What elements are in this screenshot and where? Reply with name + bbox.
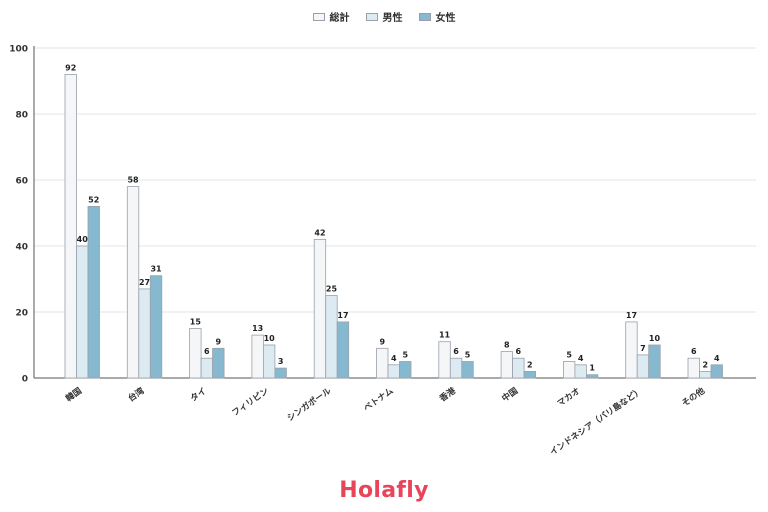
x-tick-label: ベトナム [362,386,396,414]
data-label: 4 [391,354,397,363]
legend-item-female: 女性 [418,9,456,24]
x-tick-label: マカオ [556,386,583,409]
bar [87,205,100,379]
data-label: 1 [589,364,595,373]
bar [212,347,225,379]
data-label: 31 [150,265,162,274]
data-label: 27 [139,278,150,287]
data-label: 17 [337,311,348,320]
bar [149,275,163,379]
y-tick-label: 100 [9,45,28,55]
holafly-logo: Holafly [0,478,768,503]
data-label: 9 [216,337,222,346]
bar [461,361,474,379]
legend-label-male: 男性 [382,13,403,24]
data-label: 8 [504,341,510,350]
bar [687,357,700,379]
x-tick-label: 香港 [437,385,458,405]
data-label: 6 [453,347,459,356]
x-tick-label: 中国 [500,385,520,404]
y-tick-label: 60 [15,177,28,187]
data-label: 13 [252,324,263,333]
y-tick-label: 0 [22,375,28,385]
x-tick-label: 韓国 [64,385,84,404]
legend-swatch-total [312,12,325,21]
bar [64,74,77,379]
bar [262,344,276,379]
data-label: 9 [379,337,385,346]
data-label: 25 [326,285,338,294]
bar [523,370,536,379]
data-label: 11 [439,331,451,340]
bar [710,364,723,379]
x-tick-label: タイ [188,385,208,404]
data-label: 10 [649,334,661,343]
bar [438,341,451,379]
bar [500,351,514,379]
bar [313,238,327,379]
data-label: 4 [714,354,720,363]
legend-swatch-male [365,12,378,21]
x-tick-label: シンガポール [285,385,333,424]
data-label: 15 [190,318,202,327]
legend-label-female: 女性 [435,13,456,24]
logo-text: Holafly [339,478,429,503]
y-tick-label: 20 [15,309,28,319]
bar [126,186,140,379]
data-label: 5 [402,351,408,360]
data-label: 6 [204,347,210,356]
data-label: 52 [88,195,99,204]
x-tick-label: フィリピン [230,385,271,419]
bar [586,374,599,379]
bar [189,328,202,379]
bar-chart: 020406080100924052韓国582731台湾1569タイ13103フ… [9,45,756,458]
data-label: 3 [278,357,284,366]
bar [636,354,650,379]
bar [76,245,89,379]
bar [574,364,587,379]
bar [138,288,151,379]
bar [648,344,661,379]
data-label: 5 [566,351,572,360]
data-label: 40 [77,235,89,244]
legend-item-total: 総計 [312,9,350,24]
data-label: 92 [65,63,76,72]
bar [387,364,400,379]
data-label: 4 [578,354,584,363]
bar [512,357,525,379]
bar [376,347,389,379]
bar [449,357,463,379]
data-label: 58 [127,176,139,185]
legend-label-total: 総計 [329,13,350,24]
y-tick-label: 80 [15,111,28,121]
x-tick-label: 台湾 [126,385,147,404]
legend-item-male: 男性 [365,9,403,24]
bar [563,361,576,379]
data-label: 42 [314,228,325,237]
data-label: 2 [702,360,708,369]
bar [625,321,638,379]
bar [336,321,350,379]
legend: 総計 男性 女性 [0,9,768,24]
legend-swatch-female [418,12,431,21]
data-label: 5 [465,351,471,360]
data-label: 7 [640,344,646,353]
x-tick-label: その他 [680,385,708,409]
data-label: 10 [264,334,276,343]
bar [399,361,412,379]
data-label: 6 [691,347,697,356]
bar [325,295,338,379]
bar [699,370,712,379]
bar [274,367,287,379]
bar [200,357,214,379]
data-label: 6 [516,347,522,356]
data-label: 2 [527,360,533,369]
y-tick-label: 40 [15,243,28,253]
data-label: 17 [626,311,637,320]
bar [251,334,264,379]
